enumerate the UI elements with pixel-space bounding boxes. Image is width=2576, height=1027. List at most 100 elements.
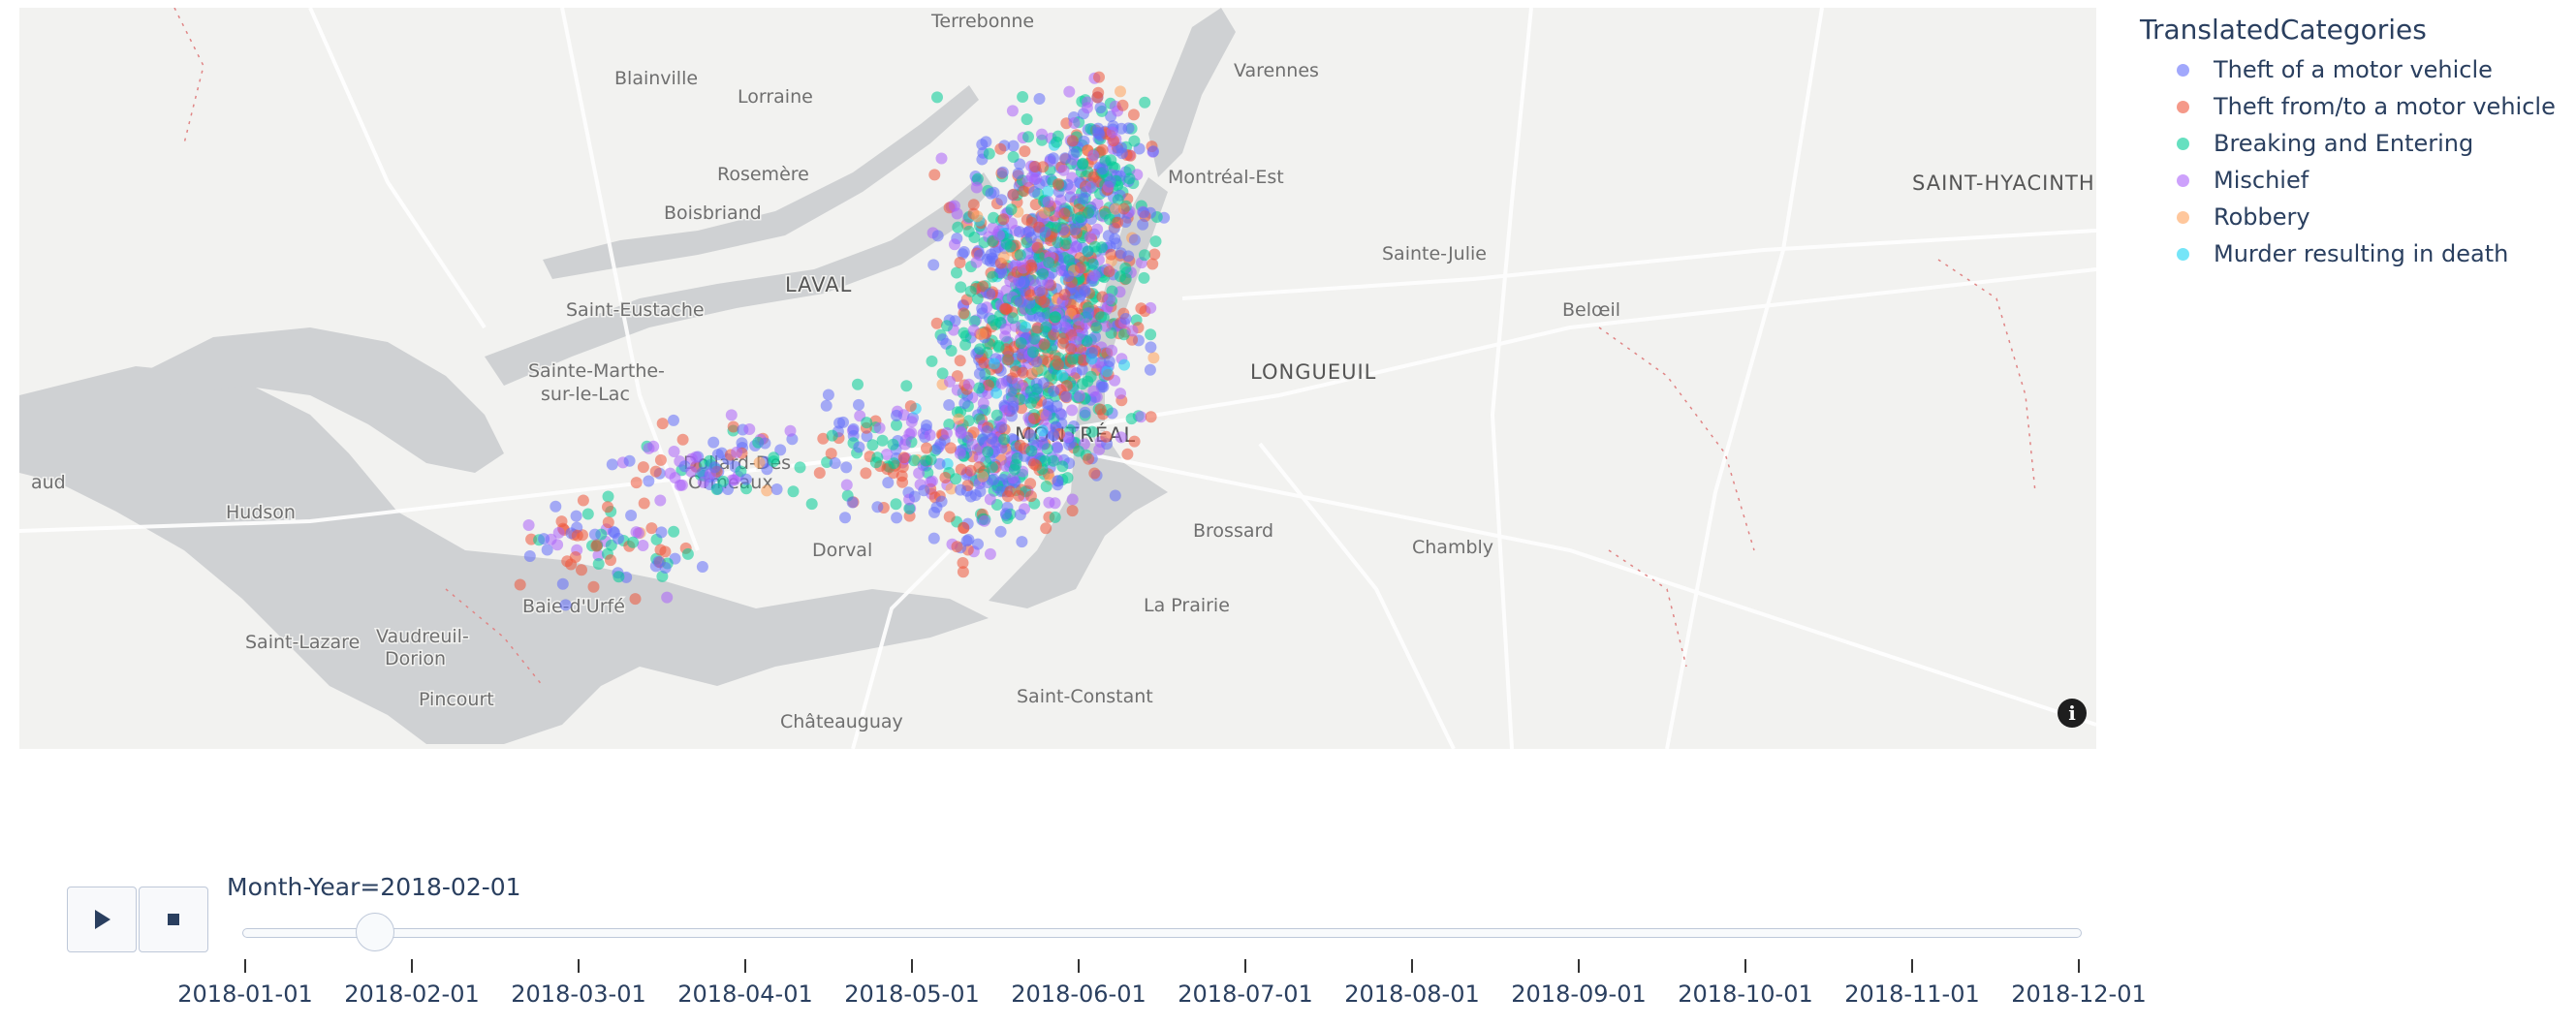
crime-point (957, 557, 969, 569)
place-label: Hudson (226, 502, 296, 523)
crime-point (1043, 257, 1055, 268)
slider-tick (578, 959, 580, 973)
slider-tick-label[interactable]: 2018-07-01 (1178, 980, 1313, 1008)
crime-point (1106, 126, 1118, 139)
crime-point (1145, 411, 1157, 423)
crime-point (1056, 460, 1069, 473)
crime-point (1097, 381, 1110, 393)
crime-point (974, 343, 987, 356)
crime-point (669, 472, 681, 484)
crime-point (1069, 241, 1082, 254)
crime-point (945, 345, 958, 357)
crime-point (846, 496, 859, 509)
slider-tick-label[interactable]: 2018-10-01 (1678, 980, 1813, 1008)
crime-point (890, 498, 902, 511)
place-label: Rosemère (717, 164, 809, 185)
crime-point (1119, 272, 1132, 285)
crime-point (1027, 391, 1040, 404)
slider-tick-label[interactable]: 2018-06-01 (1011, 980, 1147, 1008)
crime-point (1066, 493, 1079, 506)
crime-point (1119, 262, 1132, 274)
crime-point (1103, 356, 1115, 368)
slider-tick-label[interactable]: 2018-09-01 (1511, 980, 1647, 1008)
crime-point (990, 409, 1003, 421)
crime-point (1058, 207, 1071, 220)
crime-point (1025, 262, 1038, 274)
info-icon[interactable]: i (2058, 699, 2087, 728)
crime-point (1061, 178, 1074, 191)
crime-point (794, 461, 806, 474)
crime-point (1076, 158, 1088, 171)
crime-point (753, 456, 766, 469)
crime-point (609, 526, 621, 539)
crime-point (983, 147, 995, 160)
crime-point (1014, 509, 1026, 521)
crime-point (1115, 431, 1127, 444)
slider-rail[interactable] (242, 928, 2082, 938)
crime-point (840, 461, 853, 474)
crime-point (1147, 145, 1159, 158)
slider-handle[interactable] (356, 913, 395, 951)
crime-point (1024, 232, 1037, 244)
crime-point (876, 434, 889, 447)
crime-point (866, 439, 879, 451)
legend-item[interactable]: Breaking and Entering (2140, 125, 2576, 162)
crime-point (869, 456, 882, 469)
crime-point (973, 451, 986, 464)
crime-point (1025, 445, 1038, 457)
lake-st-louis (19, 366, 989, 744)
crime-point (1066, 135, 1079, 147)
crime-point (978, 514, 990, 527)
crime-point (985, 187, 997, 200)
crime-point (871, 501, 884, 514)
crime-point (1106, 344, 1118, 357)
crime-point (966, 438, 979, 451)
place-label: Montréal-Est (1168, 167, 1284, 188)
slider-tick (911, 959, 913, 973)
legend-item[interactable]: Theft from/to a motor vehicle (2140, 88, 2576, 125)
slider-tick-label[interactable]: 2018-04-01 (677, 980, 813, 1008)
play-button[interactable] (67, 887, 137, 952)
crime-point (630, 526, 643, 539)
crime-point (1118, 358, 1130, 371)
crime-point (1052, 442, 1064, 454)
water-layer (19, 8, 1236, 744)
crime-point (925, 453, 937, 466)
legend-item[interactable]: Mischief (2140, 162, 2576, 199)
crime-point (1058, 289, 1071, 301)
crime-point (1122, 122, 1135, 135)
legend-swatch (2177, 247, 2189, 261)
crime-point (1074, 262, 1086, 274)
slider-tick-label[interactable]: 2018-01-01 (177, 980, 313, 1008)
crime-point (837, 416, 849, 428)
legend-item[interactable]: Theft of a motor vehicle (2140, 51, 2576, 88)
crime-point (1007, 312, 1020, 325)
slider-tick-label[interactable]: 2018-02-01 (344, 980, 480, 1008)
crime-point (926, 355, 938, 367)
crime-point (740, 482, 753, 495)
slider-tick-label[interactable]: 2018-03-01 (511, 980, 646, 1008)
crime-point (661, 591, 674, 604)
legend-item[interactable]: Robbery (2140, 199, 2576, 235)
legend-label: Mischief (2214, 167, 2309, 194)
crime-point (523, 550, 536, 562)
crime-point (1147, 352, 1160, 364)
map-area[interactable]: Terrebonne Blainville Varennes Lorraine Rose… (19, 8, 2096, 749)
legend-item[interactable]: Murder resulting in death (2140, 235, 2576, 272)
slider-tick-label[interactable]: 2018-12-01 (2011, 980, 2147, 1008)
place-label: SAINT-HYACINTHE (1912, 171, 2096, 195)
slider-tick-label[interactable]: 2018-08-01 (1344, 980, 1480, 1008)
crime-point (1115, 247, 1127, 260)
crime-point (1050, 311, 1062, 324)
slider-tick-label[interactable]: 2018-05-01 (844, 980, 980, 1008)
crime-point (1049, 511, 1061, 523)
legend-label: Theft from/to a motor vehicle (2214, 93, 2556, 120)
stop-button[interactable] (139, 887, 208, 952)
crime-point (999, 459, 1012, 472)
crime-point (968, 315, 981, 327)
crime-point (931, 91, 943, 104)
crime-point (1022, 131, 1034, 143)
crime-point (728, 474, 740, 486)
slider-tick-label[interactable]: 2018-11-01 (1844, 980, 1980, 1008)
crime-point (968, 232, 981, 243)
